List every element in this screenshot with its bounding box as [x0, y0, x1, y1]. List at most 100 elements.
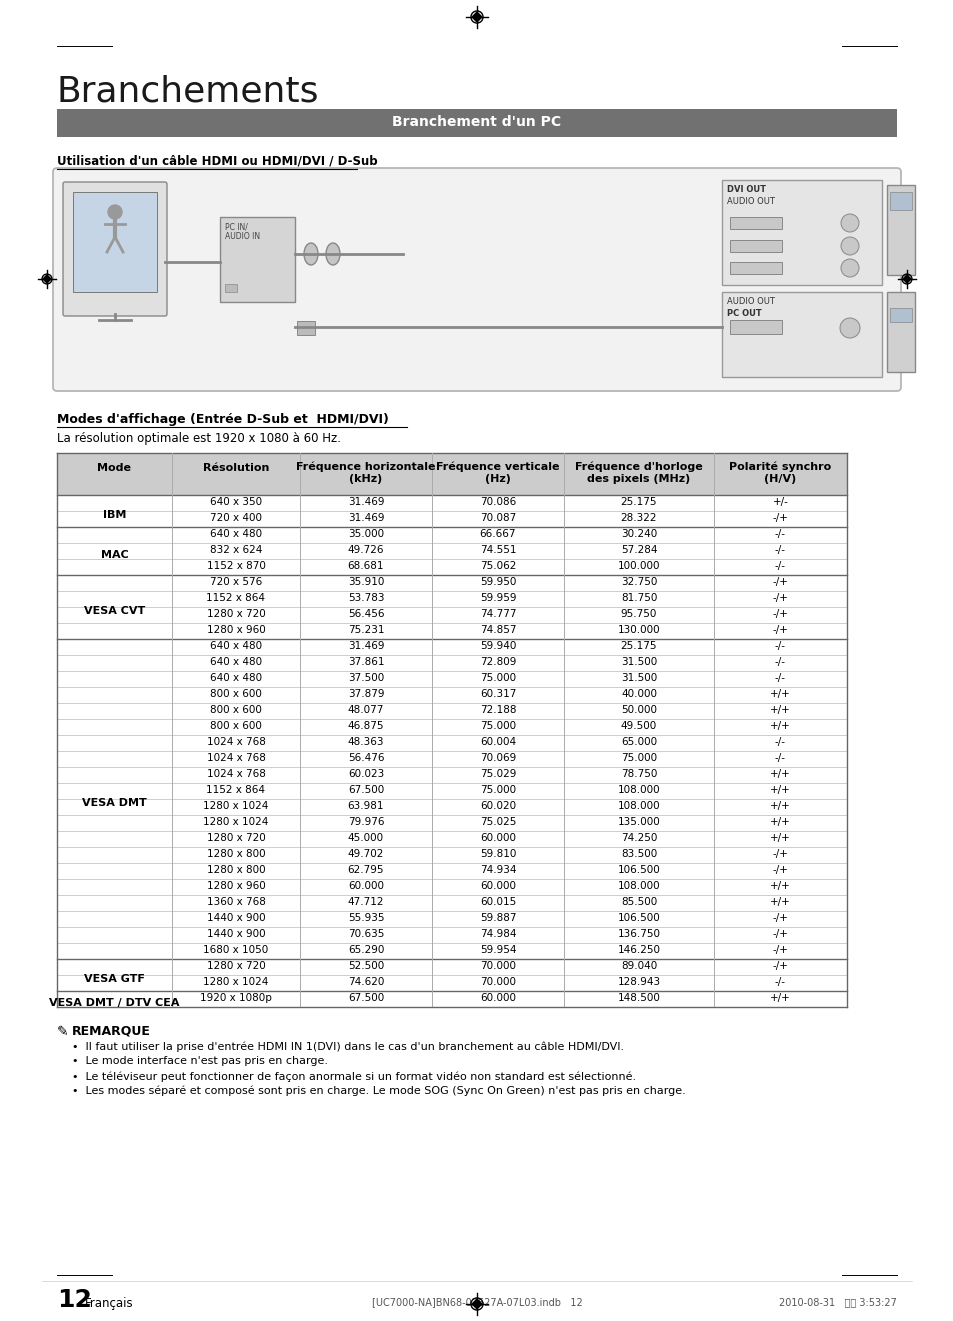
Bar — [57, 847, 846, 863]
Text: VESA DMT: VESA DMT — [82, 798, 147, 808]
Text: 59.954: 59.954 — [479, 945, 516, 955]
Circle shape — [841, 259, 858, 277]
Text: Fréquence verticale: Fréquence verticale — [436, 462, 559, 473]
Bar — [57, 453, 846, 495]
Text: 1024 x 768: 1024 x 768 — [207, 737, 265, 746]
Text: 75.000: 75.000 — [479, 721, 516, 731]
Text: VESA CVT: VESA CVT — [84, 606, 145, 616]
Text: 1280 x 1024: 1280 x 1024 — [203, 801, 269, 811]
Text: 28.322: 28.322 — [620, 513, 657, 523]
Bar — [57, 783, 846, 799]
Text: 35.000: 35.000 — [348, 528, 384, 539]
Text: ✎: ✎ — [57, 1025, 69, 1040]
Text: 74.620: 74.620 — [348, 978, 384, 987]
Bar — [57, 911, 846, 927]
Text: 70.635: 70.635 — [348, 929, 384, 939]
Bar — [886, 185, 914, 275]
Text: [UC7000-NA]BN68-02627A-07L03.indb   12: [UC7000-NA]BN68-02627A-07L03.indb 12 — [372, 1297, 581, 1306]
Text: -/+: -/+ — [772, 865, 787, 875]
Bar — [721, 292, 882, 376]
Text: 1280 x 720: 1280 x 720 — [207, 960, 265, 971]
Polygon shape — [472, 1299, 481, 1309]
Text: -/+: -/+ — [772, 960, 787, 971]
Text: Résolution: Résolution — [203, 462, 269, 473]
Text: 1152 x 870: 1152 x 870 — [207, 561, 265, 571]
Text: 832 x 624: 832 x 624 — [210, 546, 262, 555]
Text: 1152 x 864: 1152 x 864 — [206, 593, 265, 602]
Text: 79.976: 79.976 — [348, 816, 384, 827]
Bar — [57, 719, 846, 734]
Bar — [57, 639, 846, 655]
Bar — [721, 180, 882, 285]
FancyBboxPatch shape — [53, 168, 900, 391]
Bar — [57, 511, 846, 527]
Text: 800 x 600: 800 x 600 — [210, 690, 262, 699]
FancyBboxPatch shape — [63, 182, 167, 316]
Text: Modes d'affichage (Entrée D-Sub et  HDMI/DVI): Modes d'affichage (Entrée D-Sub et HDMI/… — [57, 413, 389, 425]
Text: 31.469: 31.469 — [348, 513, 384, 523]
Text: 81.750: 81.750 — [620, 593, 657, 602]
Bar — [57, 863, 846, 878]
Text: 60.015: 60.015 — [479, 897, 516, 908]
Text: +/+: +/+ — [769, 993, 790, 1003]
Text: AUDIO IN: AUDIO IN — [225, 232, 260, 240]
Text: 63.981: 63.981 — [348, 801, 384, 811]
Text: -/-: -/- — [774, 546, 785, 555]
Ellipse shape — [326, 243, 339, 266]
Text: 78.750: 78.750 — [620, 769, 657, 779]
Text: 1920 x 1080p: 1920 x 1080p — [200, 993, 272, 1003]
Text: -/-: -/- — [774, 978, 785, 987]
Text: 1024 x 768: 1024 x 768 — [207, 753, 265, 764]
Text: REMARQUE: REMARQUE — [71, 1025, 151, 1038]
Text: •  Les modes séparé et composé sont pris en charge. Le mode SOG (Sync On Green) : • Les modes séparé et composé sont pris … — [71, 1086, 685, 1096]
Text: -/-: -/- — [774, 528, 785, 539]
Text: 720 x 576: 720 x 576 — [210, 577, 262, 587]
Text: 70.000: 70.000 — [479, 960, 516, 971]
Text: 37.861: 37.861 — [348, 657, 384, 667]
Text: 75.000: 75.000 — [479, 672, 516, 683]
Text: Fréquence horizontale: Fréquence horizontale — [296, 462, 436, 473]
Text: 640 x 480: 640 x 480 — [210, 672, 262, 683]
Text: 60.317: 60.317 — [479, 690, 516, 699]
Text: 30.240: 30.240 — [620, 528, 657, 539]
Text: PC IN/: PC IN/ — [225, 223, 248, 232]
Text: 1680 x 1050: 1680 x 1050 — [203, 945, 269, 955]
Text: +/+: +/+ — [769, 769, 790, 779]
Text: -/-: -/- — [774, 561, 785, 571]
Text: -/-: -/- — [774, 753, 785, 764]
Text: +/+: +/+ — [769, 816, 790, 827]
Text: AUDIO OUT: AUDIO OUT — [726, 197, 774, 206]
Text: 25.175: 25.175 — [620, 497, 657, 507]
Text: 50.000: 50.000 — [620, 705, 657, 715]
Text: 57.284: 57.284 — [620, 546, 657, 555]
Text: 75.029: 75.029 — [479, 769, 516, 779]
Text: 800 x 600: 800 x 600 — [210, 705, 262, 715]
Text: 37.500: 37.500 — [348, 672, 384, 683]
Text: 52.500: 52.500 — [348, 960, 384, 971]
Text: 640 x 350: 640 x 350 — [210, 497, 262, 507]
Bar — [57, 655, 846, 671]
Text: 67.500: 67.500 — [348, 993, 384, 1003]
Text: +/+: +/+ — [769, 721, 790, 731]
Text: 60.023: 60.023 — [348, 769, 384, 779]
Text: 75.231: 75.231 — [348, 625, 384, 635]
Text: Branchement d'un PC: Branchement d'un PC — [392, 115, 561, 129]
Text: -/-: -/- — [774, 672, 785, 683]
Text: 60.004: 60.004 — [479, 737, 516, 746]
Text: 1152 x 864: 1152 x 864 — [206, 785, 265, 795]
Text: AUDIO OUT: AUDIO OUT — [726, 297, 774, 306]
Text: 135.000: 135.000 — [617, 816, 659, 827]
Bar — [57, 624, 846, 639]
Bar — [57, 799, 846, 815]
Text: 75.025: 75.025 — [479, 816, 516, 827]
Bar — [729, 240, 781, 252]
Text: 53.783: 53.783 — [348, 593, 384, 602]
Text: 106.500: 106.500 — [617, 913, 659, 923]
Text: 128.943: 128.943 — [617, 978, 659, 987]
Text: 74.934: 74.934 — [479, 865, 516, 875]
Text: 74.551: 74.551 — [479, 546, 516, 555]
Text: 31.469: 31.469 — [348, 641, 384, 651]
Text: 108.000: 108.000 — [617, 881, 659, 890]
Text: Fréquence d'horloge: Fréquence d'horloge — [575, 462, 702, 473]
Polygon shape — [43, 275, 51, 283]
